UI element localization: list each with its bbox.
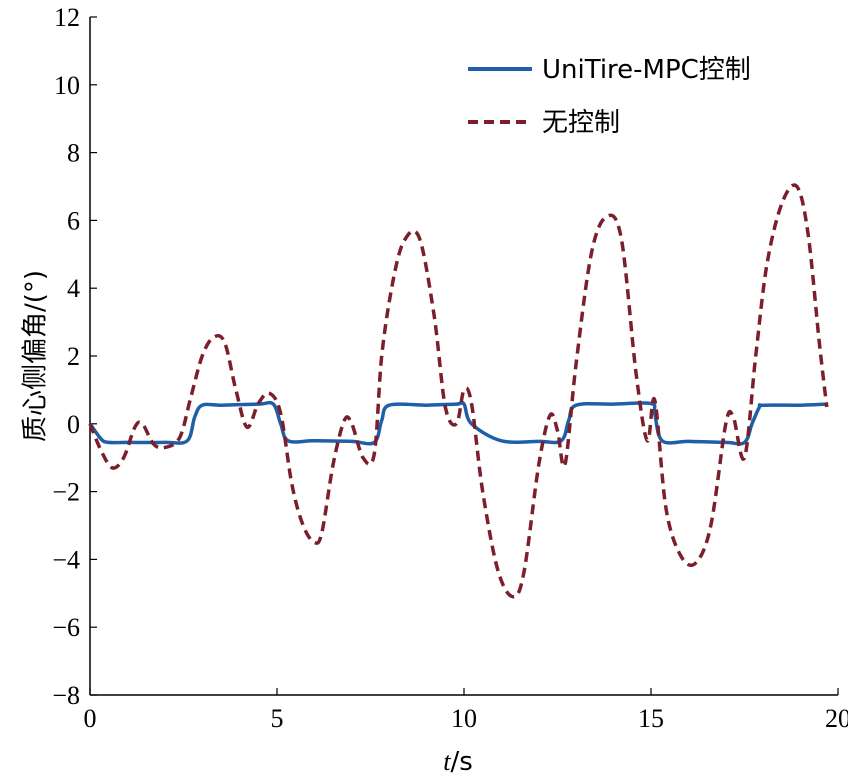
- y-tick-label: −8: [52, 681, 80, 710]
- x-axis-title: t/s: [443, 747, 473, 776]
- legend-label-mpc: UniTire-MPC控制: [542, 55, 751, 85]
- x-tick-label: 0: [84, 704, 97, 733]
- y-tick-label: −4: [52, 545, 80, 574]
- series-line-mpc: [88, 400, 827, 446]
- y-tick-label: 0: [67, 410, 80, 439]
- x-axis-title-variable: t: [443, 747, 451, 776]
- y-tick-label: 8: [67, 139, 80, 168]
- x-tick-label: 10: [451, 704, 477, 733]
- y-axis-title: 质心侧偏角/(°): [21, 270, 51, 442]
- series-line-nocontrol: [88, 183, 829, 599]
- y-tick-label: −6: [52, 613, 80, 642]
- y-tick-label: 10: [54, 71, 80, 100]
- y-tick-label: 4: [67, 274, 80, 303]
- x-axis-title-unit: /s: [450, 747, 472, 776]
- y-tick-label: −2: [52, 478, 80, 507]
- x-tick-label: 20: [825, 704, 848, 733]
- y-tick-label: 12: [54, 3, 80, 32]
- ticks: 0 5 10 15 20 −8 −6 −4 −2 0 2 4 6 8 10 12: [52, 3, 848, 733]
- legend-label-nocontrol: 无控制: [542, 108, 620, 138]
- y-tick-label: 2: [67, 342, 80, 371]
- x-tick-label: 5: [271, 704, 284, 733]
- series-layer: [88, 183, 829, 599]
- y-tick-label: 6: [67, 206, 80, 235]
- legend: UniTire-MPC控制 无控制: [468, 55, 751, 138]
- x-tick-label: 15: [638, 704, 664, 733]
